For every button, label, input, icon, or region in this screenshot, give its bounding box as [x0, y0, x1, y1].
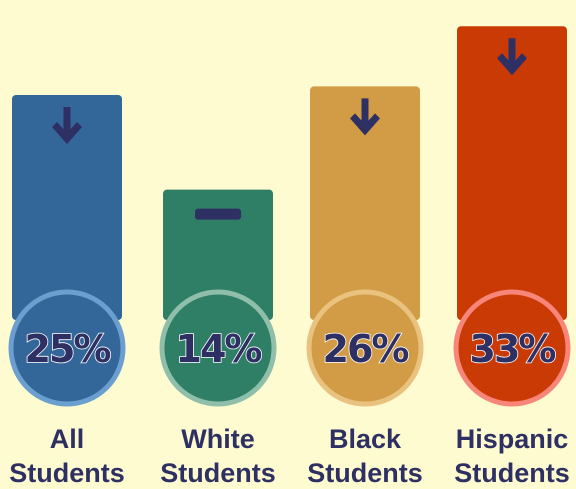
trend-icons-layer: [52, 38, 527, 220]
category-labels-layer: All Students White Students Black Students His…: [9, 424, 570, 488]
down-arrow-icon: [52, 107, 82, 144]
value-circle-all: [8, 289, 126, 407]
value-circle-hispanic: [453, 289, 571, 407]
bars-layer: [12, 26, 567, 321]
down-arrow-icon: [350, 98, 380, 136]
flat-dash-icon: [195, 208, 241, 220]
category-label-all-line1: All: [50, 424, 85, 454]
bar-hispanic: [457, 26, 567, 320]
category-label-hispanic-line2: Students: [454, 458, 570, 488]
value-circles-layer: 25% 14% 26% 33%: [8, 289, 571, 407]
bar-black: [310, 86, 420, 321]
value-circle-black: [306, 289, 424, 407]
bar-all: [12, 95, 122, 320]
category-label-black-line2: Students: [307, 458, 423, 488]
value-label-white: 14%: [176, 327, 262, 371]
value-label-all: 25%: [25, 327, 111, 371]
category-label-white-line1: White: [181, 424, 255, 454]
category-label-black-line1: Black: [329, 424, 402, 454]
value-label-black: 26%: [323, 327, 409, 371]
category-label-all-line2: Students: [9, 458, 125, 488]
value-circle-white: [159, 289, 277, 407]
bar-white: [163, 189, 273, 320]
value-label-hispanic: 33%: [470, 327, 556, 371]
category-label-white-line2: Students: [160, 458, 276, 488]
down-arrow-icon: [497, 38, 527, 76]
category-label-hispanic-line1: Hispanic: [456, 424, 569, 454]
